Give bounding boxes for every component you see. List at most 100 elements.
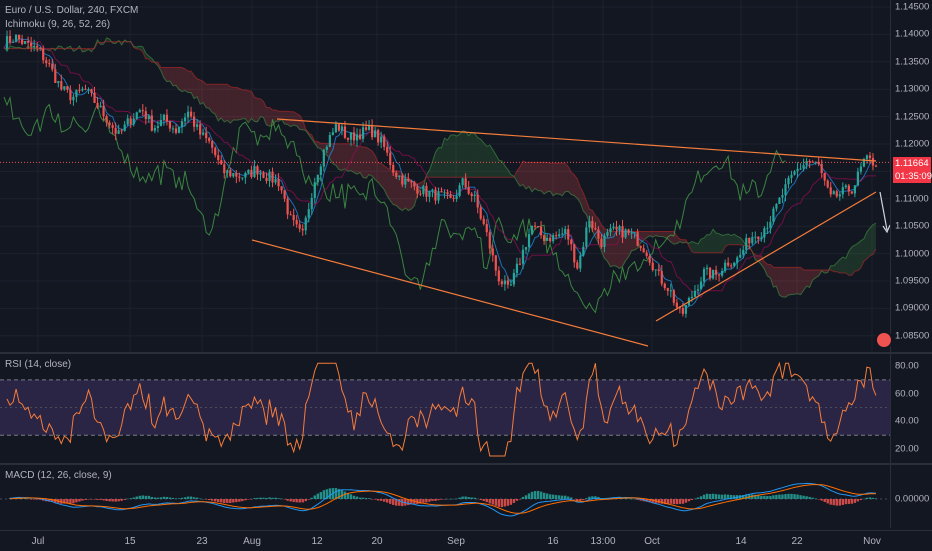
macd-histogram-bar — [672, 499, 676, 505]
candle-body — [223, 164, 226, 174]
candle-body — [389, 152, 392, 165]
macd-histogram-bar — [117, 499, 120, 502]
candle-body — [745, 237, 748, 250]
macd-histogram-bar — [256, 497, 259, 499]
rsi-legend[interactable]: RSI (14, close) — [5, 359, 72, 370]
ichimoku-cloud-segment — [191, 71, 195, 99]
ichimoku-cloud-segment — [728, 233, 732, 245]
price-tick-label: 1.10500 — [895, 220, 930, 232]
macd-histogram-bar — [684, 499, 688, 503]
macd-histogram-bar — [250, 499, 253, 500]
ichimoku-cloud-segment — [516, 166, 520, 187]
macd-histogram-bar — [334, 487, 338, 499]
macd-histogram-bar — [316, 493, 319, 499]
macd-histogram-bar — [518, 499, 522, 500]
macd-histogram-bar — [467, 496, 470, 499]
macd-histogram-bar — [226, 499, 229, 503]
macd-histogram-bar — [524, 495, 528, 499]
macd-legend[interactable]: MACD (12, 26, close, 9) — [5, 470, 112, 481]
ichimoku-cloud-segment — [559, 163, 563, 196]
candle-body — [871, 158, 875, 166]
candle-body — [364, 127, 368, 130]
macd-histogram-bar — [63, 499, 66, 504]
candle-body — [102, 105, 105, 117]
macd-histogram-bar — [714, 494, 718, 499]
price-chart[interactable] — [0, 0, 890, 352]
macd-histogram-bar — [778, 494, 781, 499]
macd-histogram-bar — [35, 499, 39, 500]
candle-body — [156, 126, 159, 128]
candle-body — [708, 267, 712, 279]
macd-histogram-bar — [358, 497, 362, 499]
candle-body — [642, 248, 645, 253]
macd-histogram-bar — [174, 498, 178, 499]
time-label: Oct — [644, 536, 660, 547]
candle-body — [14, 34, 18, 42]
candle-body — [256, 166, 259, 175]
macd-histogram-bar — [443, 499, 446, 500]
ichimoku-cloud-segment — [296, 113, 300, 130]
ichimoku-cloud-segment — [764, 261, 768, 276]
pane-divider[interactable] — [0, 352, 932, 354]
candle-body — [521, 249, 525, 264]
macd-histogram-bar — [66, 499, 69, 504]
ichimoku-cloud-segment — [622, 231, 626, 267]
candle-body — [220, 160, 223, 165]
candle-body — [567, 229, 570, 240]
ichimoku-cloud-segment — [691, 241, 695, 253]
ichimoku-cloud-segment — [697, 239, 701, 253]
rsi-axis[interactable]: 80.00 60.00 40.00 20.00 — [890, 354, 932, 463]
ichimoku-cloud-segment — [429, 161, 433, 178]
candle-body — [159, 120, 162, 127]
price-tick-label: 1.14500 — [895, 1, 930, 13]
pane-divider[interactable] — [0, 463, 932, 465]
ichimoku-cloud-segment — [299, 115, 303, 130]
macd-histogram-bar — [244, 499, 247, 501]
candle-body — [862, 158, 866, 167]
ichimoku-legend[interactable]: Ichimoku (9, 26, 52, 26) — [5, 19, 111, 30]
ichimoku-cloud-segment — [734, 234, 738, 245]
ichimoku-cloud-segment — [341, 143, 345, 171]
macd-pane[interactable]: MACD (12, 26, close, 9) — [0, 465, 890, 528]
candle-body — [377, 130, 380, 143]
macd-histogram-bar — [675, 499, 679, 505]
ichimoku-cloud-segment — [347, 143, 351, 172]
price-chart-pane[interactable]: Euro / U.S. Dollar, 240, FXCM Ichimoku (… — [0, 0, 890, 352]
macd-histogram-bar — [832, 499, 835, 506]
ichimoku-cloud-segment — [848, 246, 852, 276]
candle-body — [582, 246, 585, 256]
ichimoku-cloud-segment — [863, 231, 867, 262]
ichimoku-cloud-segment — [725, 233, 729, 247]
ichimoku-cloud-segment — [453, 134, 457, 178]
trendline — [655, 191, 877, 322]
ichimoku-cloud-segment — [284, 111, 288, 125]
ichimoku-cloud-segment — [694, 242, 698, 253]
rsi-chart[interactable] — [0, 354, 890, 463]
macd-histogram-bar — [853, 499, 857, 503]
candle-body — [93, 92, 96, 103]
candle-body — [772, 208, 775, 222]
candle-body — [678, 307, 681, 309]
candle-body — [542, 235, 546, 241]
candle-body — [57, 81, 60, 83]
macd-histogram-bar — [407, 499, 410, 506]
alert-icon[interactable] — [877, 333, 891, 347]
candle-body — [147, 115, 150, 119]
candle-body — [174, 128, 178, 133]
macd-histogram-bar — [373, 499, 377, 500]
candle-body — [838, 194, 841, 197]
macd-axis[interactable]: 0.00000 — [890, 465, 932, 528]
macd-chart[interactable] — [0, 465, 890, 528]
ichimoku-cloud-segment — [547, 162, 551, 192]
macd-histogram-bar — [382, 499, 386, 502]
time-axis[interactable]: Jul 15 23 Aug 12 20 Sep 16 13:00 Oct 14 22 Nov — [0, 530, 932, 551]
macd-histogram-bar — [862, 498, 866, 500]
ichimoku-cloud-segment — [640, 231, 644, 243]
rsi-pane[interactable]: RSI (14, close) — [0, 354, 890, 463]
ichimoku-cloud-segment — [338, 143, 342, 171]
candle-body — [817, 161, 820, 165]
macd-histogram-bar — [177, 498, 181, 499]
candle-body — [331, 132, 334, 136]
macd-histogram-bar — [787, 493, 790, 499]
ichimoku-cloud-segment — [483, 142, 487, 178]
